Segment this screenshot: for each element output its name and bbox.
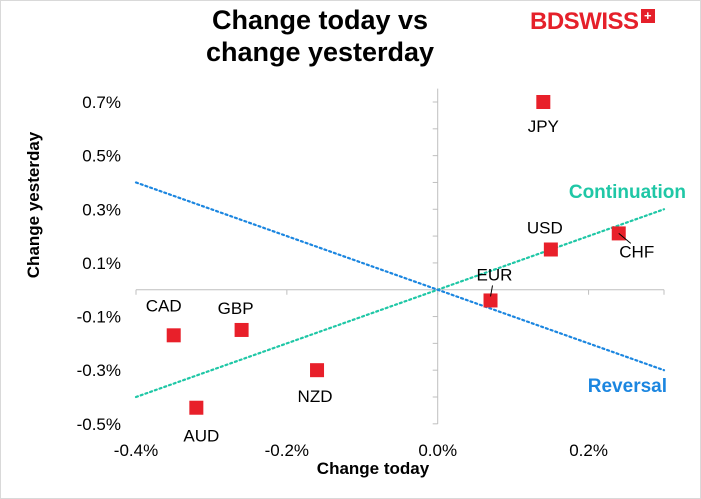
data-points: JPY USD CHF EUR CAD GBP NZD AUD — [146, 95, 654, 446]
trend-line-reversal — [134, 181, 666, 372]
y-tick-label: 0.7% — [82, 93, 121, 112]
y-axis-title: Change yesterday — [24, 131, 43, 278]
trend-lines: Continuation Reversal — [134, 181, 686, 399]
data-label-eur: EUR — [477, 265, 513, 284]
data-label-gbp: GBP — [218, 299, 254, 318]
data-label-jpy: JPY — [528, 117, 559, 136]
axes — [135, 88, 665, 425]
data-label-usd: USD — [527, 219, 563, 238]
data-label-cad: CAD — [146, 296, 182, 315]
data-label-nzd: NZD — [298, 387, 333, 406]
data-label-aud: AUD — [183, 427, 219, 446]
y-tick-label: 0.5% — [82, 147, 121, 166]
x-tick-label: -0.2% — [265, 441, 309, 460]
data-point-eur — [483, 293, 498, 308]
trend-line-continuation — [134, 208, 666, 399]
x-axis-title: Change today — [317, 459, 430, 478]
x-tick-label: 0.2% — [569, 441, 608, 460]
chf-leader-line — [618, 233, 632, 244]
data-point-gbp — [234, 322, 249, 337]
data-point-aud — [189, 400, 204, 415]
y-tick-label: 0.3% — [82, 200, 121, 219]
reversal-label: Reversal — [588, 376, 667, 397]
y-tick-label: -0.5% — [77, 415, 121, 434]
x-tick-label: 0.0% — [418, 441, 457, 460]
chart-title: Change today vs change yesterday — [0, 4, 640, 68]
data-label-chf: CHF — [619, 242, 654, 261]
eur-leader-line — [490, 285, 494, 297]
data-point-jpy — [536, 95, 551, 109]
y-tick-label: -0.3% — [77, 361, 121, 380]
data-point-usd — [543, 242, 558, 257]
data-point-nzd — [310, 363, 325, 378]
title-line-1: Change today vs — [211, 5, 429, 35]
tick-labels: 0.7% 0.5% 0.3% 0.1% -0.1% -0.3% -0.5% -0.4% -0.2… — [77, 93, 608, 460]
x-tick-label: -0.4% — [114, 441, 158, 460]
swiss-cross-icon: + — [640, 9, 655, 23]
data-point-cad — [166, 328, 181, 343]
brand-logo: BDSWISS + — [530, 8, 655, 35]
continuation-label: Continuation — [569, 182, 686, 203]
y-tick-label: -0.1% — [77, 308, 121, 327]
brand-logo-text: BDSWISS — [530, 8, 639, 35]
title-line-2: change yesterday — [205, 37, 435, 67]
y-tick-label: 0.1% — [82, 254, 121, 273]
